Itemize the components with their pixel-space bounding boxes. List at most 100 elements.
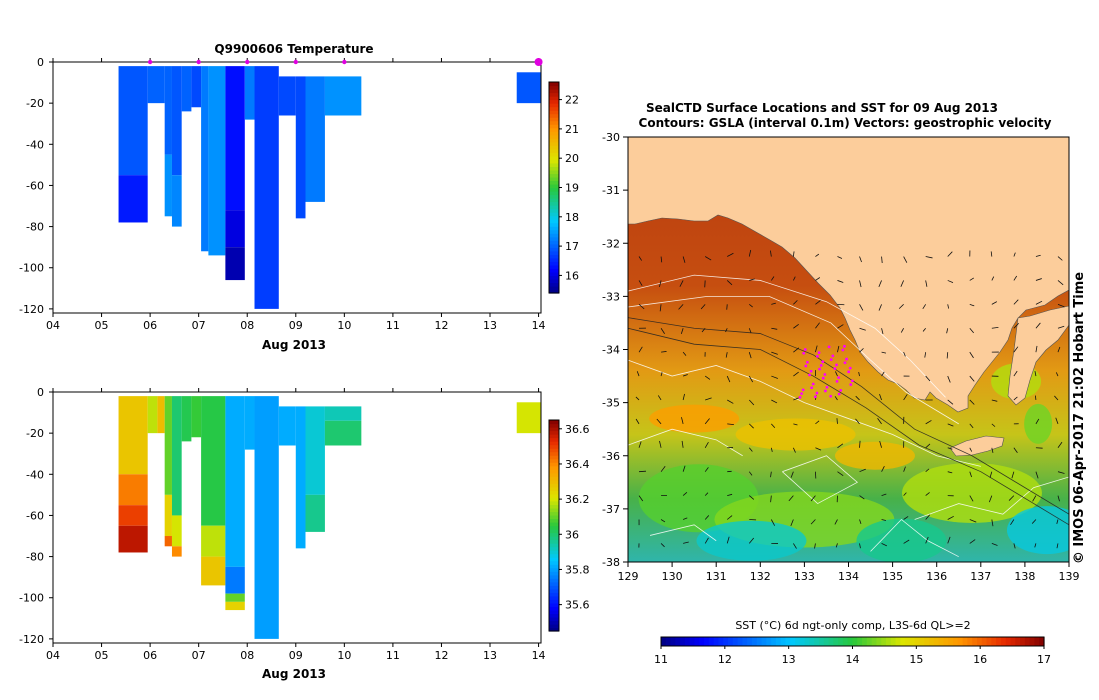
salinity-profile-cell — [171, 396, 182, 516]
velocity-vector — [1056, 543, 1059, 549]
colorbar-step — [549, 191, 559, 196]
velocity-vector — [991, 423, 996, 427]
velocity-vector — [682, 374, 688, 377]
colorbar-step — [852, 637, 858, 646]
velocity-vector — [859, 440, 861, 448]
x-tick-label: 09 — [289, 319, 303, 332]
seal-location — [808, 373, 811, 377]
salinity-profile-cell — [118, 505, 148, 526]
velocity-vector — [947, 536, 951, 544]
velocity-vector — [969, 277, 975, 281]
colorbar-step — [549, 437, 559, 442]
velocity-vector — [858, 372, 860, 377]
colorbar-step — [549, 434, 559, 439]
y-tick-label: 0 — [37, 386, 44, 399]
velocity-vector — [837, 324, 844, 329]
sst-colorbar: 11 12 13 14 15 16 17 — [654, 636, 1051, 666]
seal-location — [847, 370, 851, 374]
temperature-plot-title: Q9900606 Temperature — [214, 42, 373, 56]
velocity-vector — [636, 371, 640, 377]
colorbar-step — [549, 247, 559, 252]
colorbar-step — [996, 637, 1002, 646]
y-tick-label: -60 — [26, 509, 44, 522]
colorbar-step — [549, 257, 559, 262]
velocity-vector — [969, 447, 973, 452]
colorbar-step — [549, 124, 559, 129]
temperature-profile-cell — [516, 72, 541, 104]
seal-location — [835, 363, 838, 367]
colorbar-step — [549, 599, 559, 604]
seal-location — [803, 348, 807, 351]
colorbar-step — [871, 637, 878, 646]
colorbar-tick-label: 36.2 — [565, 493, 590, 506]
seal-location — [848, 366, 852, 370]
land-yorke-peninsula — [1007, 305, 1069, 406]
x-tick-label: 04 — [46, 319, 60, 332]
lon-tick-label: 131 — [706, 570, 727, 583]
colorbar-step — [549, 479, 559, 484]
seal-location — [802, 351, 806, 355]
colorbar-step — [549, 553, 559, 558]
sst-map: SealCTD Surface Locations and SST for 09… — [602, 101, 1087, 666]
velocity-vector — [1057, 280, 1064, 286]
colorbar-step — [549, 282, 559, 287]
salinity-plot-frame — [52, 391, 542, 644]
velocity-vector — [810, 519, 816, 525]
colorbar-step — [549, 127, 559, 132]
salinity-profile-cell — [324, 406, 362, 421]
temperature-profile-cell — [278, 76, 296, 116]
velocity-vector — [1035, 418, 1040, 425]
profile-marker — [147, 59, 153, 65]
colorbar-tick-label: 35.8 — [565, 563, 590, 576]
velocity-vector — [881, 328, 884, 335]
velocity-vector — [881, 465, 885, 472]
colorbar-step — [549, 176, 559, 182]
colorbar-tick-label: 36.4 — [565, 458, 590, 471]
colorbar-step — [549, 455, 559, 460]
velocity-vector — [701, 327, 706, 333]
lon-tick-label: 137 — [970, 570, 991, 583]
seal-location — [837, 376, 841, 380]
colorbar-step — [549, 476, 559, 481]
velocity-vector — [881, 371, 885, 377]
colorbar-step — [549, 451, 559, 456]
velocity-vector — [837, 471, 844, 477]
colorbar-step — [675, 637, 681, 646]
velocity-vector — [1035, 254, 1041, 257]
velocity-vector — [834, 396, 838, 401]
velocity-vector — [638, 346, 643, 353]
velocity-vector — [879, 441, 882, 448]
velocity-vector — [881, 543, 888, 547]
colorbar-step — [549, 264, 559, 269]
salinity-profile-cell — [164, 494, 172, 537]
velocity-vector — [660, 328, 665, 334]
seal-location — [798, 395, 802, 399]
colorbar-step — [549, 180, 559, 185]
salinity-profile-cell — [201, 525, 226, 557]
colorbar-step — [549, 85, 559, 90]
velocity-vector — [770, 471, 772, 478]
colorbar-tick-label: 21 — [565, 123, 579, 136]
velocity-vector — [659, 440, 662, 448]
temperature-profile-cell — [305, 76, 325, 202]
velocity-vector — [682, 351, 687, 356]
lon-tick-label: 134 — [838, 570, 859, 583]
velocity-vector — [749, 278, 755, 281]
colorbar-step — [549, 145, 559, 150]
map-title: SealCTD Surface Locations and SST for 09… — [646, 101, 998, 115]
colorbar-step — [818, 637, 825, 646]
velocity-vector — [793, 447, 796, 453]
velocity-vector — [990, 251, 993, 257]
colorbar-step — [549, 240, 559, 245]
bathymetry-contour — [628, 317, 1069, 515]
velocity-vector — [771, 351, 778, 355]
velocity-vector — [969, 471, 972, 478]
salinity-profile-cell — [164, 536, 172, 547]
colorbar-step — [549, 250, 559, 255]
velocity-vector — [638, 304, 645, 310]
velocity-vector — [815, 322, 820, 329]
x-tick-label: 12 — [434, 649, 448, 662]
velocity-vector — [1035, 471, 1039, 479]
velocity-vector — [836, 418, 838, 424]
